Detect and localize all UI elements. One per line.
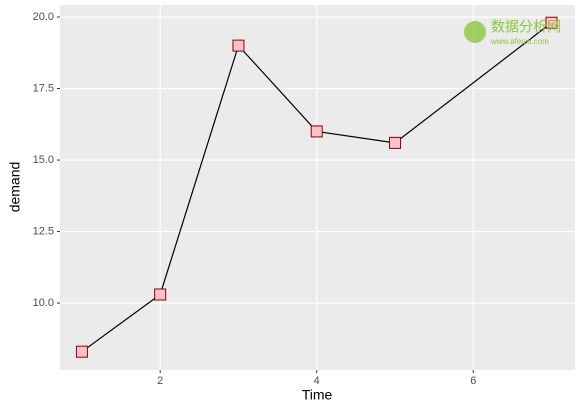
point [545, 16, 558, 29]
grid [60, 5, 575, 370]
x-tick-label: 2 [157, 375, 163, 387]
y-tick-label: 10.0 [33, 297, 54, 309]
line [81, 22, 552, 353]
point [388, 136, 401, 149]
watermark-url: www.afenxi.com [490, 37, 549, 46]
point [75, 345, 88, 358]
y-tick-label: 15.0 [33, 154, 54, 166]
y-axis-title: demand [7, 162, 23, 213]
point [154, 288, 167, 301]
watermark-logo [464, 21, 486, 43]
x-axis-title: Time [302, 387, 333, 403]
marks [75, 16, 558, 358]
x-tick-label: 4 [314, 375, 320, 387]
panel [60, 5, 575, 370]
x-tick-label: 6 [470, 375, 476, 387]
point [232, 39, 245, 52]
point [310, 125, 323, 138]
y-tick-label: 12.5 [33, 225, 54, 237]
y-tick-label: 17.5 [33, 82, 54, 94]
y-tick-label: 20.0 [33, 11, 54, 23]
watermark-title: 数据分析网 [491, 19, 561, 35]
